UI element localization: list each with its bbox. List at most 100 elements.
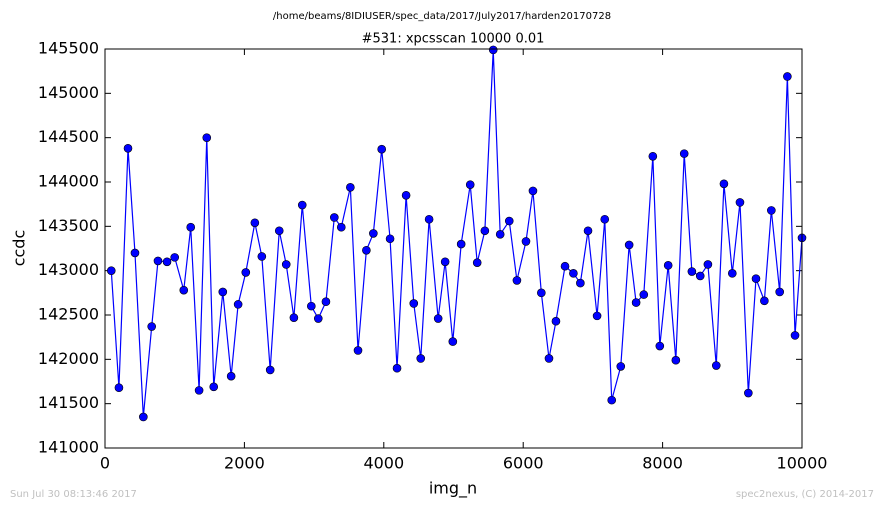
data-point: [123, 144, 133, 153]
footer-left: Sun Jul 30 08:13:46 2017: [10, 489, 137, 500]
data-point: [703, 260, 713, 269]
x-tick-label: 0: [100, 454, 110, 473]
data-point: [616, 362, 626, 371]
data-point: [362, 245, 371, 255]
data-point: [537, 288, 546, 298]
data-point: [456, 239, 466, 249]
series-line: [110, 49, 803, 418]
data-point: [186, 222, 196, 232]
data-point: [695, 271, 705, 281]
y-tick-label: 145500: [38, 39, 99, 58]
data-point: [711, 361, 721, 370]
data-point: [592, 311, 602, 321]
data-point: [560, 261, 570, 271]
data-point: [265, 365, 275, 375]
data-point: [480, 226, 490, 236]
data-point: [250, 218, 260, 228]
x-tick-label: 8000: [642, 454, 683, 473]
data-point: [274, 226, 284, 236]
data-point: [600, 214, 610, 224]
x-axis-label: img_n: [429, 479, 477, 499]
data-point: [488, 45, 498, 55]
data-point: [783, 72, 792, 81]
data-point: [544, 354, 554, 363]
data-point: [401, 191, 411, 200]
x-tick-label: 2000: [224, 454, 265, 473]
data-point: [147, 322, 156, 331]
data-point: [307, 301, 316, 311]
data-point: [448, 337, 458, 346]
data-point: [106, 266, 116, 275]
data-point: [727, 269, 737, 278]
data-point: [663, 261, 673, 270]
data-point: [353, 346, 363, 355]
data-point: [655, 341, 665, 351]
data-point: [209, 382, 219, 392]
data-point: [472, 258, 482, 267]
data-point: [504, 216, 514, 226]
data-point: [385, 234, 395, 244]
data-point: [424, 214, 434, 224]
data-point: [767, 206, 776, 215]
data-point: [297, 200, 307, 210]
data-point: [607, 395, 617, 405]
suptitle: /home/beams/8IDIUSER/spec_data/2017/July…: [273, 11, 611, 22]
data-point: [226, 371, 236, 381]
data-point: [528, 186, 538, 196]
data-point: [583, 226, 593, 236]
x-tick-label: 4000: [363, 454, 404, 473]
y-tick-label: 141500: [38, 393, 99, 412]
data-point: [631, 298, 641, 307]
data-point: [130, 248, 140, 258]
data-point: [639, 290, 649, 299]
data-point: [377, 144, 387, 154]
data-point: [162, 257, 172, 267]
data-point: [257, 252, 267, 261]
y-tick-label: 143500: [38, 216, 99, 235]
data-point: [648, 151, 658, 161]
y-axis-label: ccdc: [10, 230, 29, 267]
data-point: [114, 383, 124, 393]
data-point: [744, 388, 753, 398]
data-point: [735, 198, 745, 207]
footer-right: spec2nexus, (C) 2014-2017: [736, 489, 874, 500]
data-point: [202, 133, 212, 142]
data-point: [321, 297, 331, 307]
data-point: [465, 180, 475, 189]
x-tick-label: 6000: [503, 454, 544, 473]
data-point: [790, 331, 800, 340]
data-point: [719, 179, 729, 189]
y-tick-label: 143000: [38, 260, 99, 279]
data-point: [569, 269, 578, 278]
y-tick-label: 144500: [38, 127, 99, 146]
data-point: [576, 278, 585, 288]
data-point: [194, 386, 204, 395]
data-point: [170, 253, 179, 262]
y-tick-label: 142000: [38, 349, 99, 368]
chart-title: #531: xpcsscan 10000 0.01: [362, 32, 545, 47]
data-point: [671, 355, 681, 365]
data-point: [179, 285, 189, 295]
data-point: [369, 229, 378, 238]
data-point: [409, 299, 419, 308]
data-point: [346, 183, 355, 192]
data-point: [687, 267, 697, 276]
x-tick-label: 10000: [777, 454, 828, 473]
data-point: [289, 313, 299, 322]
data-point: [330, 213, 339, 222]
y-tick-label: 141000: [38, 438, 99, 457]
data-point: [521, 237, 531, 246]
y-tick-label: 142500: [38, 305, 99, 324]
y-tick-label: 145000: [38, 83, 99, 102]
data-point: [551, 316, 561, 326]
data-point: [392, 363, 402, 373]
data-point: [495, 230, 505, 239]
data-point: [336, 222, 346, 232]
data-point: [416, 354, 426, 363]
data-point: [440, 257, 450, 267]
data-point: [775, 287, 784, 297]
data-point: [313, 314, 323, 323]
data-point: [512, 276, 522, 285]
data-point: [218, 287, 228, 297]
